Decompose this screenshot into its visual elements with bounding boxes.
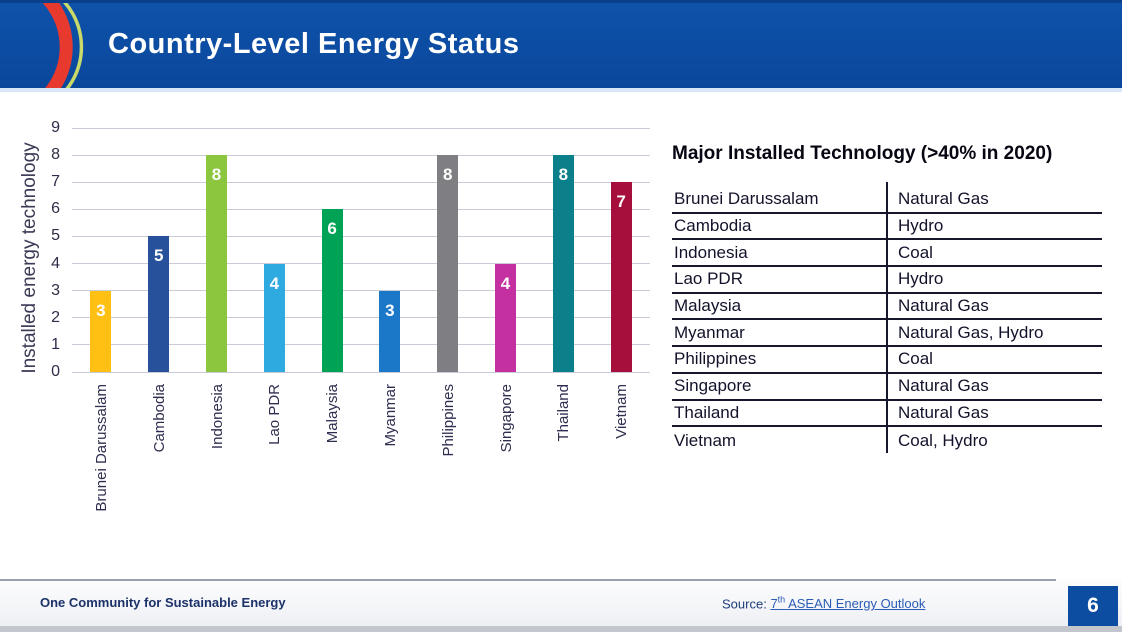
y-axis-tick-label: 9 <box>51 119 60 136</box>
table-cell-technology: Coal <box>898 349 933 369</box>
footer-slogan: One Community for Sustainable Energy <box>40 595 286 610</box>
bar-thailand: 8 <box>552 155 574 372</box>
source-link-number: 7 <box>770 596 778 612</box>
arc-logo-icon <box>42 3 84 91</box>
bottom-strip <box>0 626 1122 632</box>
x-axis-category-label: Lao PDR <box>266 384 284 445</box>
slide-header: Country-Level Energy Status <box>0 0 1122 91</box>
table-cell-technology: Coal <box>898 242 933 262</box>
table-cell-country: Vietnam <box>674 430 737 450</box>
bar-lao-pdr: 4 <box>263 263 285 372</box>
gridline <box>72 263 650 265</box>
x-axis-category-label: Philippines <box>439 384 457 457</box>
table-cell-technology: Hydro <box>898 216 944 236</box>
gridline <box>72 371 650 373</box>
bar-value-label: 8 <box>442 165 453 185</box>
footer-divider <box>0 579 1056 581</box>
gridline <box>72 317 650 319</box>
gridline <box>72 127 650 129</box>
gridline <box>72 344 650 346</box>
table-cell-country: Malaysia <box>674 296 742 316</box>
gridline <box>72 290 650 292</box>
tech-table-panel: Major Installed Technology (>40% in 2020… <box>672 143 1102 454</box>
page-title: Country-Level Energy Status <box>108 28 520 60</box>
bar-singapore: 4 <box>495 263 516 372</box>
bar-brunei-darussalam: 3 <box>90 290 112 372</box>
source-link-ordinal: th <box>777 595 786 605</box>
bar-value-label: 3 <box>96 300 106 320</box>
source-link[interactable]: 7th ASEAN Energy Outlook <box>770 595 926 612</box>
bar-malaysia: 6 <box>321 209 343 372</box>
table-cell-technology: Coal, Hydro <box>898 430 988 450</box>
y-axis-tick-label: 5 <box>51 227 60 245</box>
x-axis-category-label: Vietnam <box>613 384 631 439</box>
table-cell-technology: Hydro <box>898 269 944 289</box>
source-link-text: ASEAN Energy Outlook <box>785 596 926 612</box>
bar-value-label: 8 <box>558 165 569 185</box>
table-column-divider <box>886 182 888 453</box>
table-cell-country: Indonesia <box>674 242 748 262</box>
y-axis-tick-label: 2 <box>51 308 60 326</box>
table-cell-technology: Natural Gas <box>898 376 989 396</box>
footer-source: Source: 7th ASEAN Energy Outlook <box>722 595 925 611</box>
bar-value-label: 3 <box>385 300 395 320</box>
slide-footer: One Community for Sustainable Energy Sou… <box>0 579 1122 632</box>
x-axis-category-label: Malaysia <box>324 384 342 444</box>
bar-value-label: 6 <box>327 219 337 239</box>
x-axis-category-label: Indonesia <box>208 384 226 450</box>
table-cell-technology: Natural Gas, Hydro <box>898 322 1044 342</box>
bar-vietnam: 7 <box>610 182 632 372</box>
table-title: Major Installed Technology (>40% in 2020… <box>672 143 1053 164</box>
table-cell-country: Philippines <box>674 349 757 369</box>
table-cell-country: Lao PDR <box>674 269 743 289</box>
bar-value-label: 8 <box>211 165 222 185</box>
y-axis-tick-label: 8 <box>51 146 60 164</box>
gridline <box>72 235 650 237</box>
table-cell-country: Thailand <box>674 402 740 422</box>
bar-myanmar: 3 <box>379 290 401 372</box>
bar-cambodia: 5 <box>148 236 170 372</box>
bar-value-label: 4 <box>269 273 280 293</box>
table-cell-country: Myanmar <box>674 322 745 342</box>
page-number-badge: 6 <box>1068 586 1118 626</box>
header-accent-strip <box>0 88 1122 92</box>
bar-chart-plot: 0 1 2 3 4 5 6 7 8 9 3 Brunei Darussalam 5 Cambodia 8 In… <box>51 119 650 512</box>
y-axis-tick-label: 4 <box>51 254 60 272</box>
table-cell-country: Singapore <box>674 376 752 396</box>
x-axis-category-label: Singapore <box>497 384 515 453</box>
table-cell-country: Brunei Darussalam <box>674 189 819 209</box>
gridline <box>72 154 650 156</box>
bar-philippines: 8 <box>437 155 459 372</box>
table-cell-technology: Natural Gas <box>898 296 989 316</box>
x-axis-category-label: Myanmar <box>381 384 399 447</box>
source-label: Source: <box>722 596 767 612</box>
table-row: Vietnam Coal, Hydro <box>672 427 1102 454</box>
gridline <box>72 181 650 183</box>
y-axis-tick-label: 1 <box>51 335 60 353</box>
x-axis-category-label: Thailand <box>555 384 573 442</box>
table-cell-technology: Natural Gas <box>898 402 989 422</box>
y-axis-tick-label: 7 <box>51 173 60 191</box>
table-cell-country: Cambodia <box>674 216 752 236</box>
y-axis-tick-label: 3 <box>51 281 60 299</box>
y-axis-tick-label: 6 <box>51 200 60 218</box>
gridline <box>72 208 650 210</box>
bar-value-label: 4 <box>500 273 511 293</box>
bar-indonesia: 8 <box>206 155 227 372</box>
y-axis-tick-label: 0 <box>51 363 60 380</box>
tech-table: Brunei Darussalam Natural Gas Cambodia Hydr… <box>672 182 1102 454</box>
x-axis-category-label: Brunei Darussalam <box>92 384 110 512</box>
table-cell-technology: Natural Gas <box>898 189 989 209</box>
bar-value-label: 7 <box>616 192 626 212</box>
bar-value-label: 5 <box>153 246 164 266</box>
x-axis-category-label: Cambodia <box>150 384 168 453</box>
